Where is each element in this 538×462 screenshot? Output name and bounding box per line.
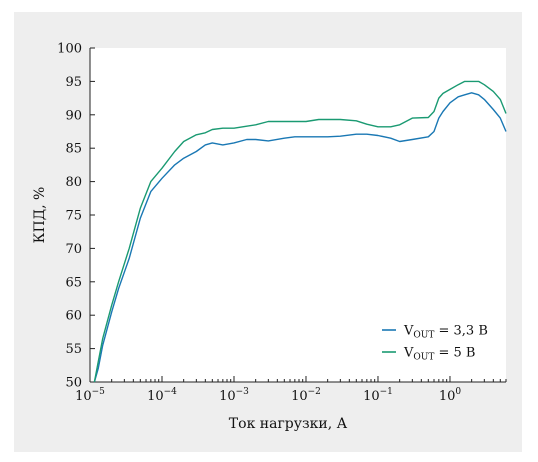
y-tick-label: 95 bbox=[65, 75, 82, 90]
y-tick-label: 80 bbox=[65, 175, 82, 190]
x-tick-label: 10−4 bbox=[147, 387, 177, 404]
y-tick-label: 75 bbox=[65, 209, 82, 224]
series-line-1 bbox=[93, 92, 507, 383]
legend-label-1: VOUT = 3,3 В bbox=[403, 324, 488, 341]
efficiency-chart: 50 55 60 65 70 75 80 85 90 95 100 10−5 10−4 10−3 10−2… bbox=[32, 42, 507, 432]
x-tick-label: 10−2 bbox=[291, 387, 321, 404]
y-axis-label: КПД, % bbox=[32, 187, 48, 244]
y-tick-label: 55 bbox=[65, 342, 82, 357]
y-axis-ticks: 50 55 60 65 70 75 80 85 90 95 100 bbox=[57, 42, 95, 391]
x-axis-label: Ток нагрузки, А bbox=[229, 416, 348, 432]
legend-label-2: VOUT = 5 В bbox=[403, 346, 475, 363]
y-tick-label: 65 bbox=[65, 275, 82, 290]
x-tick-label: 10−5 bbox=[75, 387, 105, 404]
y-tick-label: 90 bbox=[65, 108, 82, 123]
y-tick-label: 70 bbox=[65, 242, 82, 257]
y-tick-label: 50 bbox=[65, 376, 82, 391]
y-tick-label: 60 bbox=[65, 309, 82, 324]
y-tick-label: 85 bbox=[65, 142, 82, 157]
x-tick-label: 10−1 bbox=[363, 387, 393, 404]
series-line-2 bbox=[93, 80, 507, 383]
y-tick-label: 100 bbox=[57, 42, 82, 57]
legend: VOUT = 3,3 В VOUT = 5 В bbox=[382, 324, 488, 363]
series-layer bbox=[93, 80, 507, 383]
x-tick-label: 100 bbox=[439, 387, 462, 404]
x-axis-ticks: 10−5 10−4 10−3 10−2 10−1 100 bbox=[75, 376, 507, 404]
chart-card: 50 55 60 65 70 75 80 85 90 95 100 10−5 10−4 10−3 10−2… bbox=[14, 12, 522, 452]
x-tick-label: 10−3 bbox=[219, 387, 249, 404]
